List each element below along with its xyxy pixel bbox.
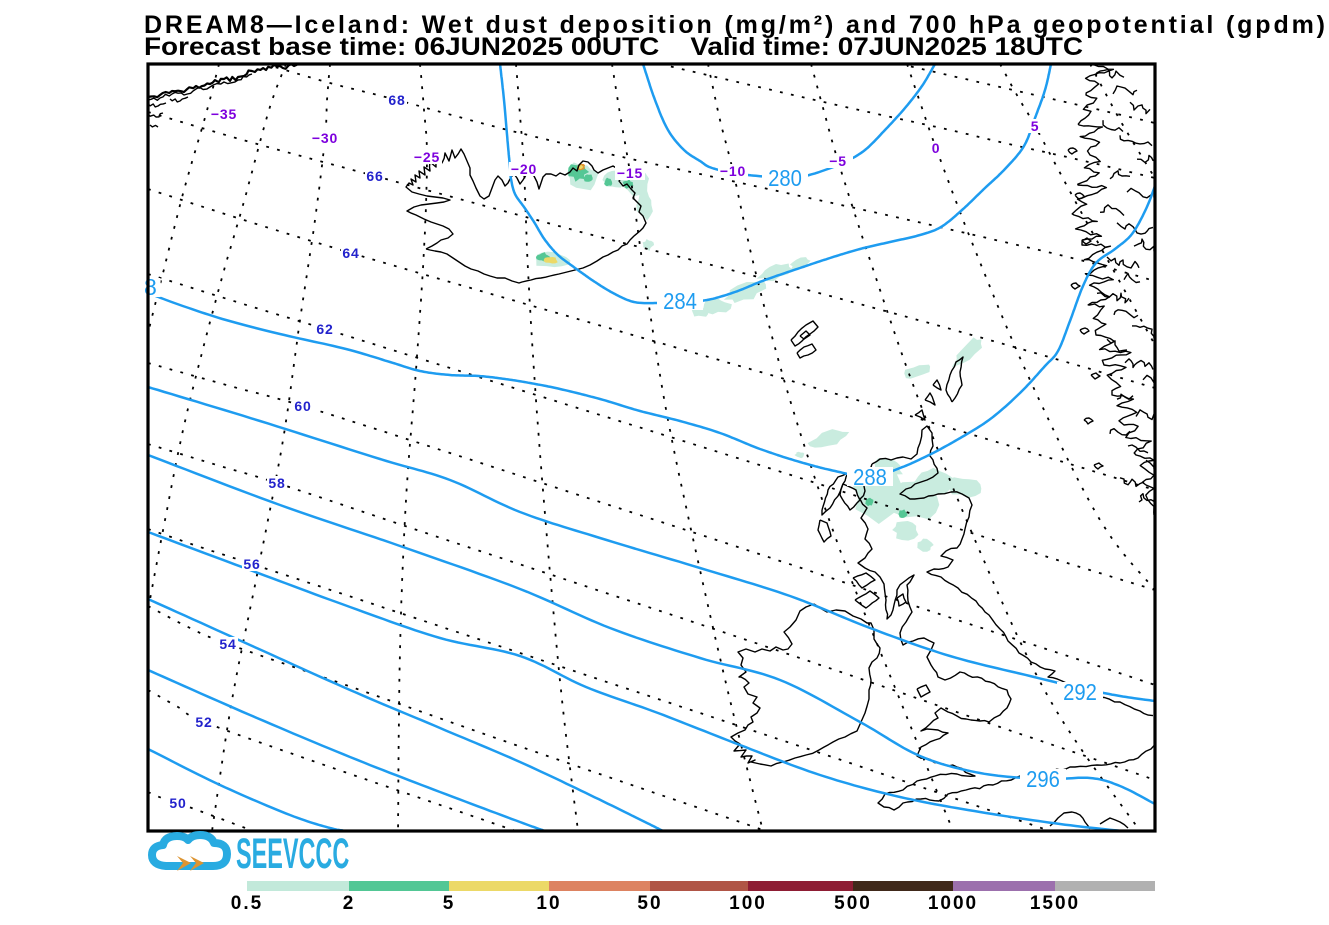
svg-text:100: 100 xyxy=(729,893,767,914)
svg-text:Forecast base time: 06JUN2025: Forecast base time: 06JUN2025 00UTC Vali… xyxy=(144,33,1083,61)
svg-text:5: 5 xyxy=(1031,118,1040,134)
svg-text:SEEVCCC: SEEVCCC xyxy=(236,831,349,878)
svg-text:284: 284 xyxy=(663,288,697,315)
svg-text:66: 66 xyxy=(366,168,383,184)
svg-text:5: 5 xyxy=(443,893,456,914)
svg-text:−30: −30 xyxy=(312,130,338,146)
svg-text:50: 50 xyxy=(637,893,662,914)
svg-text:288: 288 xyxy=(853,464,887,491)
svg-text:60: 60 xyxy=(294,398,311,414)
svg-text:68: 68 xyxy=(388,92,405,108)
svg-text:−10: −10 xyxy=(720,163,746,179)
svg-text:1500: 1500 xyxy=(1030,893,1080,914)
svg-text:0: 0 xyxy=(932,140,941,156)
svg-text:58: 58 xyxy=(268,475,285,491)
svg-text:280: 280 xyxy=(768,165,802,192)
svg-text:−5: −5 xyxy=(829,153,847,169)
svg-text:52: 52 xyxy=(195,714,212,730)
svg-text:50: 50 xyxy=(169,795,186,811)
svg-text:−25: −25 xyxy=(414,149,440,165)
svg-text:10: 10 xyxy=(536,893,561,914)
svg-text:56: 56 xyxy=(243,556,260,572)
svg-text:64: 64 xyxy=(342,245,359,261)
svg-text:292: 292 xyxy=(1063,679,1097,706)
svg-text:54: 54 xyxy=(219,636,236,652)
svg-text:2: 2 xyxy=(343,893,356,914)
svg-text:1000: 1000 xyxy=(928,893,978,914)
svg-text:296: 296 xyxy=(1026,766,1060,793)
svg-text:8: 8 xyxy=(144,274,157,300)
svg-text:−15: −15 xyxy=(617,165,643,181)
svg-text:62: 62 xyxy=(316,321,333,337)
svg-text:500: 500 xyxy=(834,893,872,914)
svg-text:0.5: 0.5 xyxy=(231,893,263,914)
svg-text:−35: −35 xyxy=(211,106,237,122)
svg-text:−20: −20 xyxy=(511,161,537,177)
